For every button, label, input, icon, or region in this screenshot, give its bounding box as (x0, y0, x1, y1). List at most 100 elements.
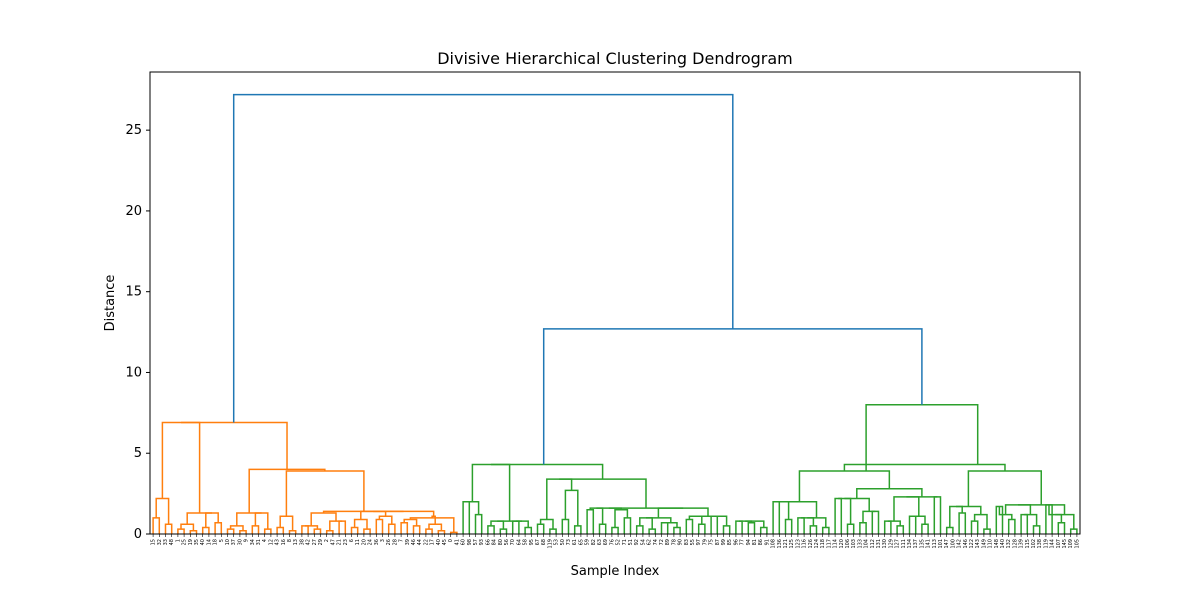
leaf-label: 138 (1037, 539, 1043, 549)
leaf-label: 29 (318, 539, 324, 545)
dendrogram-link (995, 505, 1004, 534)
dendrogram-link (559, 478, 647, 509)
leaf-label: 113 (932, 539, 938, 549)
leaf-label: 24 (368, 539, 374, 545)
dendrogram-link (236, 512, 262, 526)
leaf-label: 28 (392, 539, 398, 545)
leaf-label: 93 (479, 539, 485, 545)
leaf-label: 31 (256, 539, 262, 545)
leaf-label: 110 (988, 539, 994, 549)
leaf-label: 30 (237, 539, 243, 545)
leaf-label: 79 (702, 539, 708, 545)
leaf-label: 62 (647, 539, 653, 545)
leaf-label: 54 (640, 539, 646, 545)
leaf-label: 142 (957, 539, 963, 549)
leaf-label: 68 (541, 539, 547, 545)
leaf-label: 51 (628, 539, 634, 545)
dendrogram-link (387, 523, 396, 534)
leaf-label: 64 (516, 539, 522, 545)
leaf-label: 42 (306, 539, 312, 545)
dendrogram-link (983, 528, 991, 534)
leaf-label: 106 (845, 539, 851, 549)
dendrogram-link (181, 421, 288, 470)
dendrogram-link (329, 520, 343, 531)
dendrogram-link (375, 518, 384, 534)
leaf-label: 95 (529, 539, 535, 545)
leaf-label: 47 (330, 539, 336, 545)
leaf-label: 53 (554, 539, 560, 545)
leaf-label: 126 (808, 539, 814, 549)
leaf-label: 123 (795, 539, 801, 549)
y-tick-label: 15 (125, 285, 142, 300)
leaf-label: 72 (659, 539, 665, 545)
dendrogram-links (152, 93, 1078, 534)
leaf-label: 44 (417, 539, 423, 545)
leaf-label: 98 (467, 539, 473, 545)
dendrogram-link (561, 518, 570, 534)
leaf-label: 105 (1074, 539, 1080, 549)
leaf-label: 96 (733, 539, 739, 545)
dendrogram-link (598, 523, 607, 534)
leaf-label: 80 (498, 539, 504, 545)
leaf-label: 146 (963, 539, 969, 549)
leaf-label: 12 (268, 539, 274, 545)
leaf-label: 50 (560, 539, 566, 545)
dendrogram-link (279, 515, 294, 531)
leaf-label: 35 (194, 539, 200, 545)
chart-title: Divisive Hierarchical Clustering Dendrog… (437, 49, 793, 68)
leaf-label: 107 (1056, 539, 1062, 549)
leaf-label: 81 (752, 539, 758, 545)
dendrogram-link (1055, 513, 1075, 530)
leaf-label: 37 (231, 539, 237, 545)
y-tick-label: 10 (125, 365, 142, 380)
dendrogram-link (844, 497, 870, 512)
leaf-label: 5 (219, 539, 225, 542)
leaf-label: 66 (485, 539, 491, 545)
leaf-label: 143 (975, 539, 981, 549)
leaf-label: 141 (926, 539, 932, 549)
dendrogram-link (784, 518, 793, 534)
leaf-label: 74 (653, 539, 659, 545)
leaf-label: 60 (461, 539, 467, 545)
leaf-label: 133 (857, 539, 863, 549)
dendrogram-link (646, 517, 672, 523)
leaf-label: 86 (758, 539, 764, 545)
leaf-label: 92 (634, 539, 640, 545)
dendrogram-link (648, 528, 657, 534)
dendrogram-link (539, 518, 554, 530)
leaf-label: 119 (547, 539, 553, 549)
y-axis: 0 5 10 15 20 25 (125, 123, 150, 542)
leaf-label: 82 (591, 539, 597, 545)
leaf-label: 108 (771, 539, 777, 549)
leaf-label: 18 (213, 539, 219, 545)
leaf-label: 73 (566, 539, 572, 545)
leaf-label: 14 (206, 539, 212, 545)
leaf-label: 122 (969, 539, 975, 549)
leaf-label: 117 (826, 539, 832, 549)
dendrogram-link (363, 528, 371, 534)
y-tick-label: 20 (125, 204, 142, 219)
leaf-label: 129 (888, 539, 894, 549)
leaf-label: 39 (405, 539, 411, 545)
leaf-label: 34 (250, 539, 256, 545)
leaf-label: 130 (882, 539, 888, 549)
dendrogram-link (685, 518, 694, 534)
dendrogram-link (664, 521, 678, 528)
leaf-label: 57 (473, 539, 479, 545)
dendrogram-link (378, 515, 393, 525)
leaf-label: 58 (523, 539, 529, 545)
leaf-label: 40 (436, 539, 442, 545)
dendrogram-link (491, 463, 604, 480)
x-axis-label: Sample Index (571, 564, 660, 579)
leaf-label: 149 (981, 539, 987, 549)
leaf-label: 124 (814, 539, 820, 549)
leaf-label: 128 (1012, 539, 1018, 549)
leaf-label: 90 (678, 539, 684, 545)
dendrogram-link (499, 528, 508, 534)
leaf-label: 17 (430, 539, 436, 545)
leaf-label: 26 (386, 539, 392, 545)
dendrogram-link (186, 512, 212, 525)
leaf-label: 23 (343, 539, 349, 545)
